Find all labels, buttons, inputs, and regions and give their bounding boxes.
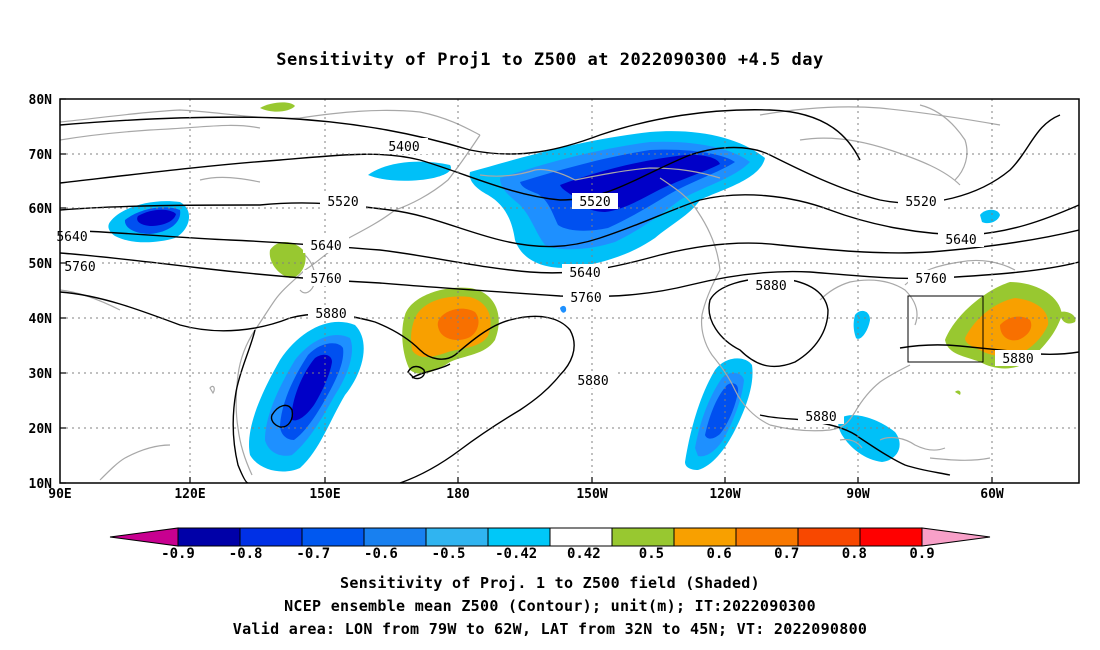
colorbar-cell xyxy=(487,527,551,547)
contour-label: 5760 xyxy=(915,272,946,287)
colorbar-cell xyxy=(425,527,489,547)
contour-label: 5640 xyxy=(569,266,600,281)
lat-label: 20N xyxy=(29,422,53,437)
colorbar-cell xyxy=(177,527,241,547)
lat-label: 70N xyxy=(29,148,53,163)
footer-line-3: Valid area: LON from 79W to 62W, LAT fro… xyxy=(232,620,868,638)
colorbar-cell xyxy=(363,527,427,547)
lat-label: 60N xyxy=(29,202,53,217)
contour-label: 5880 xyxy=(577,374,608,389)
contour-label: 5640 xyxy=(945,233,976,248)
lat-label: 40N xyxy=(29,312,53,327)
negative-sensitivity-small-3 xyxy=(560,305,567,313)
negative-sensitivity-okhotsk xyxy=(368,161,451,181)
negative-sensitivity-siberia xyxy=(108,201,190,243)
contour-label: 5760 xyxy=(64,260,95,275)
footer-line-2: NCEP ensemble mean Z500 (Contour); unit(… xyxy=(284,597,816,615)
negative-sensitivity-small-2 xyxy=(980,209,1000,224)
colorbar-label: 0.6 xyxy=(706,546,731,562)
colorbar-label: -0.42 xyxy=(495,546,537,562)
colorbar-label: -0.6 xyxy=(364,546,398,562)
lon-label: 90W xyxy=(846,487,870,502)
map-title: Sensitivity of Proj1 to Z500 at 20220903… xyxy=(276,50,824,70)
axis-ticks xyxy=(60,98,993,484)
latitude-labels: 80N 70N 60N 50N 40N 30N 20N 10N xyxy=(29,93,53,492)
colorbar-cell xyxy=(239,527,303,547)
contour-label: 5760 xyxy=(570,291,601,306)
contour-label: 5520 xyxy=(327,195,358,210)
lon-label: 60W xyxy=(980,487,1004,502)
colorbar-cell xyxy=(797,527,861,547)
colorbar-cell xyxy=(735,527,799,547)
longitude-labels: 90E 120E 150E 180 150W 120W 90W 60W xyxy=(48,487,1004,502)
colorbar-label: -0.7 xyxy=(296,546,330,562)
colorbar-left-arrow xyxy=(109,527,179,547)
positive-sensitivity-arctic xyxy=(260,102,295,112)
lon-label: 150E xyxy=(309,487,340,502)
colorbar-cell xyxy=(301,527,365,547)
contour-label: 5640 xyxy=(56,230,87,245)
map-frame xyxy=(59,98,1080,484)
footer-line-1: Sensitivity of Proj. 1 to Z500 field (Sh… xyxy=(340,574,760,592)
contour-label: 5520 xyxy=(579,195,610,210)
contour-label: 5640 xyxy=(310,239,341,254)
colorbar-label: 0.42 xyxy=(567,546,601,562)
contour-label: 5880 xyxy=(1002,352,1033,367)
contour-label: 5400 xyxy=(388,140,419,155)
lat-label: 30N xyxy=(29,367,53,382)
contour-label: 5880 xyxy=(315,307,346,322)
lat-label: 80N xyxy=(29,93,53,108)
colorbar-label: -0.5 xyxy=(432,546,466,562)
contour-label: 5760 xyxy=(310,272,341,287)
contour-label: 5880 xyxy=(805,410,836,425)
colorbar-cell xyxy=(673,527,737,547)
coastlines xyxy=(60,104,1016,481)
colorbar-label: -0.9 xyxy=(161,546,195,562)
contour-label: 5520 xyxy=(905,195,936,210)
negative-sensitivity-caribbean xyxy=(838,415,900,462)
colorbar-cell xyxy=(549,527,613,547)
colorbar-cell xyxy=(859,527,923,547)
lat-label: 50N xyxy=(29,257,53,272)
colorbar-label: 0.7 xyxy=(774,546,799,562)
colorbar-cell xyxy=(611,527,675,547)
colorbar-label: 0.8 xyxy=(842,546,867,562)
positive-sensitivity-small xyxy=(955,390,961,395)
lon-label: 90E xyxy=(48,487,71,502)
contour-label: 5880 xyxy=(755,279,786,294)
lon-label: 120E xyxy=(174,487,205,502)
colorbar-right-arrow xyxy=(921,527,991,547)
colorbar-label: -0.8 xyxy=(229,546,263,562)
positive-sensitivity-japan-sea xyxy=(269,241,306,278)
contour-labels: 5400 5520 5520 5520 5640 5640 5640 5640 … xyxy=(56,138,1041,425)
colorbar-label: 0.9 xyxy=(909,546,934,562)
negative-sensitivity-east-pacific xyxy=(685,358,753,470)
lon-label: 150W xyxy=(576,487,607,502)
lon-label: 180 xyxy=(446,487,470,502)
colorbar: -0.9 -0.8 -0.7 -0.6 -0.5 -0.42 0.42 0.5 0.6 0.7 0.… xyxy=(109,527,991,562)
colorbar-label: 0.5 xyxy=(639,546,664,562)
valid-area-box xyxy=(907,295,984,363)
lat-label: 10N xyxy=(29,477,53,492)
lon-label: 120W xyxy=(709,487,740,502)
